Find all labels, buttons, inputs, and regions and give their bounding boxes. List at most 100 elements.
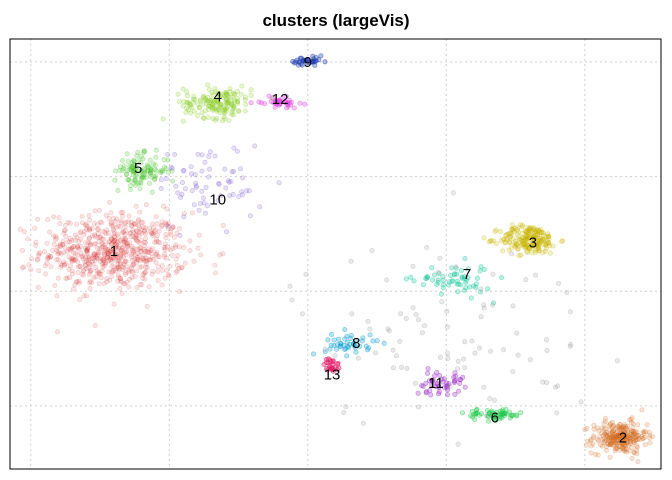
- data-point: [640, 429, 646, 435]
- data-point: [93, 265, 99, 271]
- data-point: [224, 96, 230, 102]
- data-point: [424, 274, 430, 280]
- data-point: [189, 188, 195, 194]
- data-point: [224, 106, 230, 112]
- data-point: [198, 252, 204, 258]
- data-point: [609, 430, 615, 436]
- data-point: [286, 100, 292, 106]
- data-point: [111, 249, 117, 255]
- data-point: [42, 263, 48, 269]
- data-point: [247, 213, 253, 219]
- data-point: [122, 258, 128, 264]
- data-point: [180, 118, 186, 124]
- data-point: [302, 58, 308, 64]
- data-point: [119, 158, 125, 164]
- data-point: [222, 106, 228, 112]
- data-point: [64, 275, 70, 281]
- data-point: [36, 252, 42, 258]
- data-point: [193, 184, 199, 190]
- data-point: [529, 241, 535, 247]
- data-point: [158, 186, 164, 192]
- data-point: [200, 115, 206, 121]
- data-point: [357, 343, 363, 349]
- data-point: [108, 257, 114, 263]
- data-point: [635, 436, 641, 442]
- data-point: [622, 434, 628, 440]
- data-point: [121, 241, 127, 247]
- data-point: [535, 240, 541, 246]
- cluster-points-5: [112, 147, 176, 195]
- data-point: [503, 232, 509, 238]
- data-point: [381, 340, 387, 346]
- data-point: [481, 384, 487, 390]
- data-point: [124, 243, 130, 249]
- data-point: [632, 437, 638, 443]
- data-point: [633, 434, 639, 440]
- data-point: [136, 232, 142, 238]
- data-point: [192, 172, 198, 178]
- data-point: [534, 242, 540, 248]
- data-point: [266, 93, 272, 99]
- data-point: [87, 227, 93, 233]
- data-point: [71, 244, 77, 250]
- data-point: [122, 281, 128, 287]
- data-point: [602, 431, 608, 437]
- data-point: [623, 437, 629, 443]
- data-point: [57, 243, 63, 249]
- data-point: [134, 153, 140, 159]
- data-point: [98, 275, 104, 281]
- data-point: [620, 441, 626, 447]
- data-point: [198, 97, 204, 103]
- data-point: [110, 227, 116, 233]
- data-point: [230, 90, 236, 96]
- data-point: [110, 248, 116, 254]
- data-point: [157, 240, 163, 246]
- data-point: [175, 190, 181, 196]
- data-point: [227, 89, 233, 95]
- data-point: [448, 273, 454, 279]
- data-point: [91, 252, 97, 258]
- data-point: [540, 230, 546, 236]
- data-point: [61, 250, 67, 256]
- data-point: [132, 177, 138, 183]
- data-point: [216, 91, 222, 97]
- data-point: [341, 410, 347, 416]
- data-point: [189, 105, 195, 111]
- data-point: [223, 108, 229, 114]
- data-point: [48, 254, 54, 260]
- data-point: [523, 243, 529, 249]
- data-point: [455, 358, 461, 364]
- data-point: [87, 242, 93, 248]
- data-point: [622, 430, 628, 436]
- data-point: [274, 101, 280, 107]
- data-point: [128, 251, 134, 257]
- data-point: [91, 220, 97, 226]
- data-point: [523, 244, 529, 250]
- data-point: [163, 235, 169, 241]
- data-point: [533, 236, 539, 242]
- data-point: [185, 107, 191, 113]
- data-point: [546, 234, 552, 240]
- data-point: [133, 246, 139, 252]
- data-point: [217, 252, 223, 258]
- data-point: [467, 284, 473, 290]
- data-point: [155, 239, 161, 245]
- data-point: [105, 230, 111, 236]
- data-point: [126, 177, 132, 183]
- data-point: [81, 232, 87, 238]
- data-point: [567, 309, 573, 315]
- data-point: [132, 274, 138, 280]
- data-point: [520, 236, 526, 242]
- data-point: [428, 392, 434, 398]
- data-point: [524, 235, 530, 241]
- data-point: [555, 280, 561, 286]
- data-point: [154, 249, 160, 255]
- data-point: [99, 236, 105, 242]
- data-point: [542, 248, 548, 254]
- data-point: [601, 438, 607, 444]
- data-point: [455, 366, 461, 372]
- data-point: [472, 416, 478, 422]
- data-point: [191, 108, 197, 114]
- data-point: [617, 444, 623, 450]
